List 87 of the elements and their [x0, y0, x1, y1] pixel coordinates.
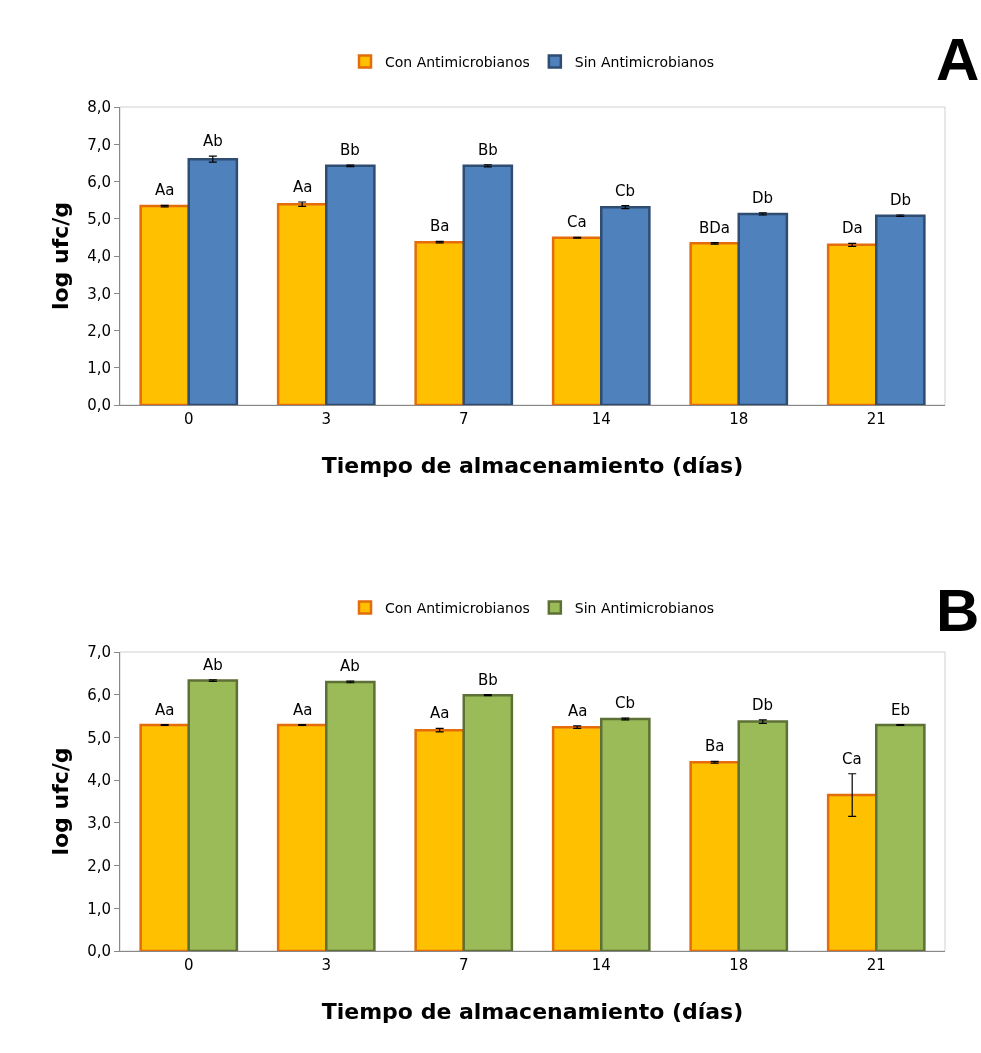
x-axis-title: Tiempo de almacenamiento (días) [321, 452, 744, 478]
data-label: Db [752, 696, 774, 714]
bar [689, 242, 740, 405]
legend-label: Sin Antimicrobianos [574, 54, 715, 71]
bar [875, 723, 926, 951]
data-label: Aa [293, 701, 313, 719]
x-tick-label: 0 [183, 956, 194, 974]
x-tick-label: 0 [183, 410, 194, 428]
data-label: Cb [615, 182, 635, 200]
x-tick-label: 18 [729, 956, 749, 974]
bar [276, 723, 328, 951]
data-label: Ab [203, 132, 223, 150]
x-tick-label: 14 [591, 956, 611, 974]
y-tick-label: 5,0 [87, 210, 111, 228]
data-label: Eb [891, 701, 910, 719]
y-tick-label: 6,0 [87, 685, 111, 704]
bar [737, 720, 789, 951]
y-tick-label: 0,0 [87, 396, 111, 415]
y-tick-label: 4,0 [87, 771, 111, 790]
data-label: BDa [699, 219, 731, 237]
bar [551, 236, 603, 405]
y-tick-label: 1,0 [87, 899, 111, 918]
y-tick-label: 4,0 [87, 247, 111, 266]
bar [875, 214, 926, 405]
legend-label: Sin Antimicrobianos [574, 600, 715, 617]
y-tick-label: 1,0 [87, 359, 111, 377]
data-label: Bb [340, 141, 360, 159]
y-tick-label: 8,0 [87, 98, 111, 117]
bar [600, 205, 651, 405]
bar [826, 243, 878, 405]
data-label: Ca [842, 750, 862, 768]
chart-title: A [936, 26, 980, 93]
bar [737, 212, 789, 405]
data-label: Ca [567, 213, 587, 231]
bar [276, 202, 328, 405]
data-label: Db [890, 191, 912, 209]
data-label: Cb [615, 694, 635, 712]
data-label: Aa [155, 701, 175, 719]
x-tick-label: 3 [321, 956, 332, 974]
y-tick-label: 0,0 [87, 942, 111, 961]
bar [139, 204, 190, 405]
x-axis-title: Tiempo de almacenamiento (días) [321, 998, 744, 1024]
y-tick-label: 7,0 [87, 135, 111, 154]
data-label: Aa [568, 702, 588, 720]
bar [551, 725, 603, 951]
bar [325, 164, 376, 405]
y-tick-label: 2,0 [87, 856, 111, 875]
x-tick-label: 7 [458, 410, 469, 428]
y-tick-label: 5,0 [87, 728, 111, 747]
data-label: Bb [478, 671, 498, 689]
bar [139, 723, 190, 951]
x-tick-label: 3 [321, 410, 332, 428]
bar [600, 717, 651, 951]
y-tick-label: 2,0 [87, 321, 111, 340]
bar [414, 240, 465, 405]
x-tick-label: 18 [729, 410, 749, 428]
bar [462, 693, 514, 951]
bar [187, 157, 239, 405]
legend-label: Con Antimicrobianos [385, 54, 530, 71]
bar [826, 793, 878, 951]
bar [689, 760, 740, 951]
y-axis-title: log ufc/g [47, 747, 73, 856]
bar [414, 728, 465, 951]
y-tick-label: 6,0 [87, 172, 111, 191]
y-tick-label: 3,0 [87, 284, 111, 303]
data-label: Ba [430, 217, 450, 235]
y-axis-title: log ufc/g [47, 201, 73, 311]
data-label: Aa [430, 704, 450, 722]
x-tick-label: 7 [458, 956, 469, 974]
bar [187, 679, 239, 951]
data-label: Da [842, 219, 863, 237]
chart-title: B [936, 577, 980, 644]
x-tick-label: 21 [866, 956, 886, 974]
y-tick-label: 3,0 [87, 814, 111, 833]
data-label: Ab [203, 656, 223, 674]
y-tick-label: 7,0 [87, 643, 111, 662]
x-tick-label: 14 [591, 410, 611, 428]
x-tick-label: 21 [866, 410, 886, 428]
data-label: Aa [293, 178, 313, 196]
bar [462, 164, 514, 405]
data-label: Db [752, 189, 774, 207]
legend-label: Con Antimicrobianos [385, 600, 530, 617]
bar [325, 680, 376, 951]
data-label: Bb [478, 141, 498, 159]
data-label: Ab [340, 657, 360, 675]
data-label: Aa [155, 181, 175, 199]
data-label: Ba [705, 737, 725, 755]
